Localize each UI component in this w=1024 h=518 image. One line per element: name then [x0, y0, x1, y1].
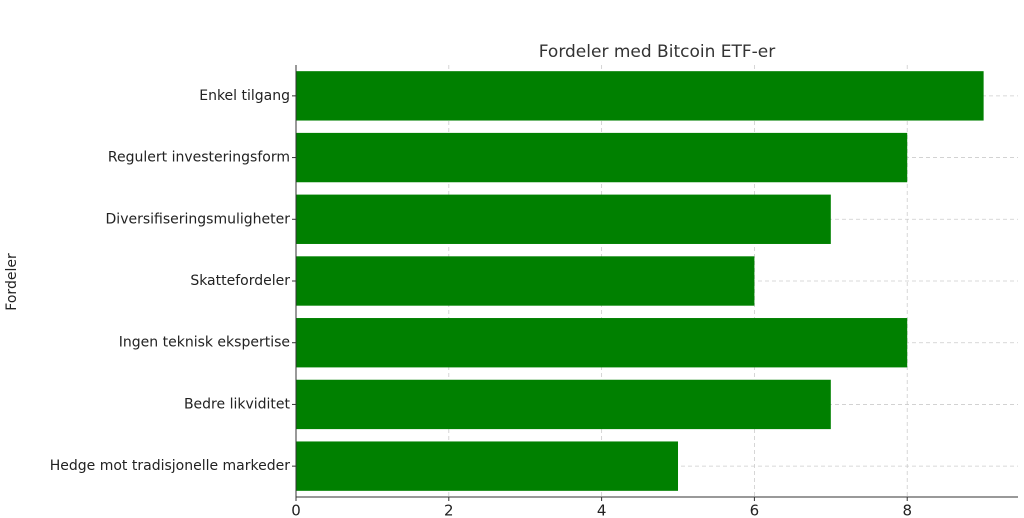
bar: [296, 194, 831, 244]
y-tick-label: Skattefordeler: [190, 273, 290, 289]
x-tick-label: 6: [750, 502, 760, 518]
y-tick-label: Diversifiseringsmuligheter: [106, 211, 291, 227]
y-tick-label: Hedge mot tradisjonelle markeder: [50, 458, 290, 474]
x-tick-label: 8: [902, 502, 912, 518]
y-axis-label: Fordeler: [4, 253, 20, 311]
chart-title: Fordeler med Bitcoin ETF-er: [539, 42, 776, 62]
bar: [296, 379, 831, 430]
bar: [296, 256, 755, 306]
bar: [296, 441, 679, 491]
y-tick-label: Ingen teknisk ekspertise: [119, 335, 290, 351]
y-tick-label: Bedre likviditet: [184, 396, 291, 412]
bar: [296, 132, 908, 183]
y-tick-label: Regulert investeringsform: [108, 150, 290, 166]
bar: [296, 71, 984, 121]
bar: [296, 318, 908, 368]
x-tick-label: 4: [597, 502, 607, 518]
y-tick-label: Enkel tilgang: [199, 88, 290, 104]
x-tick-label: 0: [291, 502, 301, 518]
x-tick-label: 2: [444, 502, 454, 518]
